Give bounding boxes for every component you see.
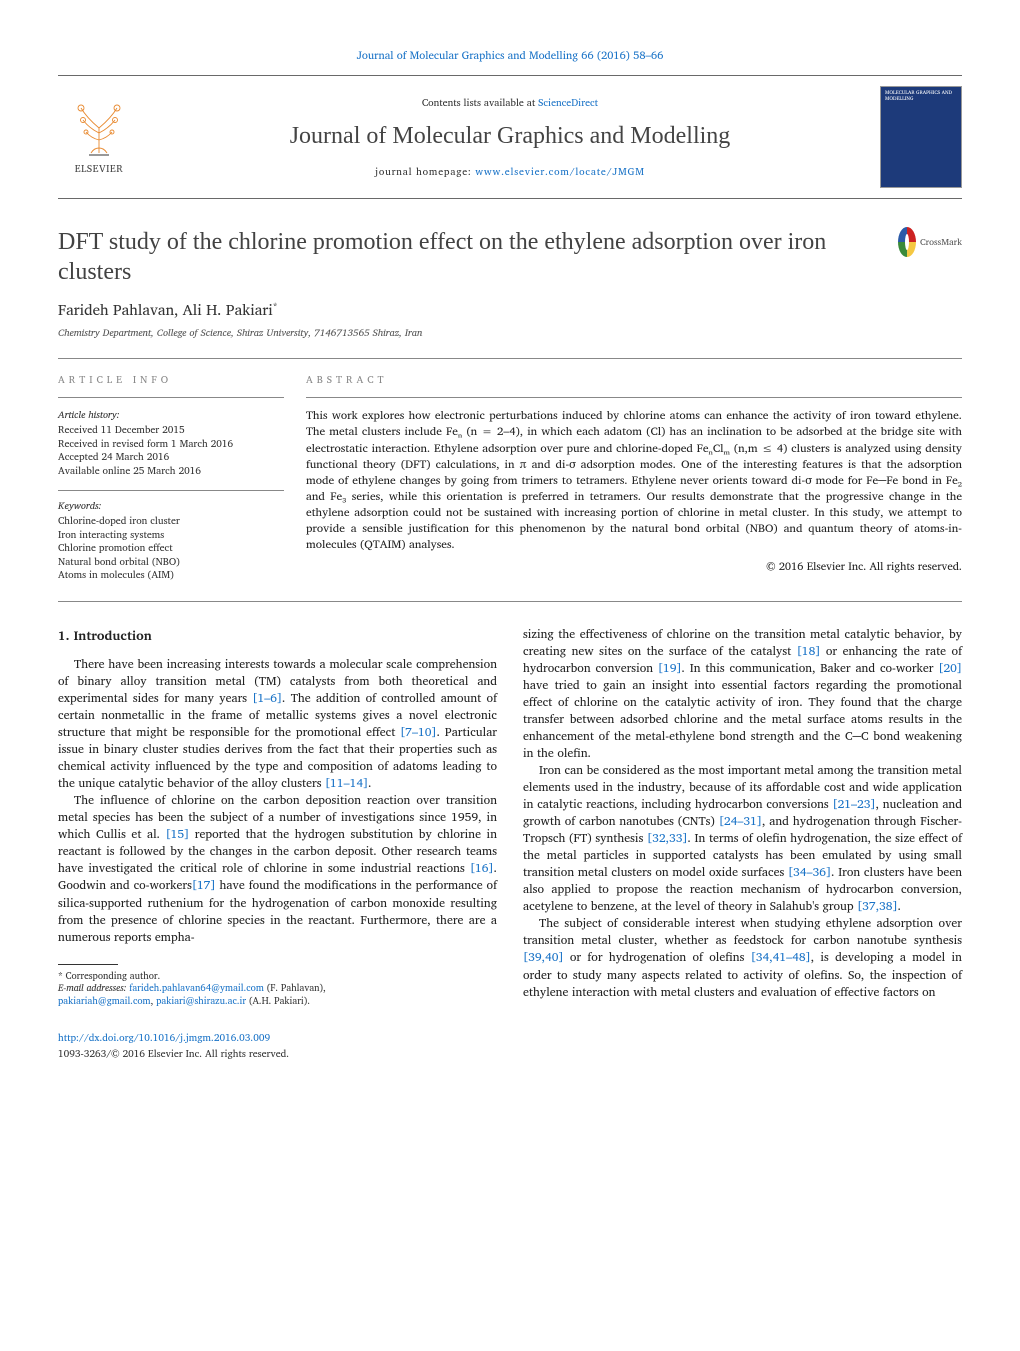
- abstract-label: ABSTRACT: [306, 373, 962, 387]
- author-names: Farideh Pahlavan, Ali H. Pakiari: [58, 297, 273, 322]
- title-row: DFT study of the chlorine promotion effe…: [58, 227, 962, 287]
- keyword: Atoms in molecules (AIM): [58, 569, 284, 583]
- history-item: Available online 25 March 2016: [58, 465, 284, 479]
- authors: Farideh Pahlavan, Ali H. Pakiari*: [58, 299, 962, 320]
- banner-center: Contents lists available at ScienceDirec…: [140, 96, 880, 180]
- abstract-rule: [306, 397, 962, 398]
- rule-bottom: [58, 601, 962, 602]
- crossmark-label: CrossMark: [920, 236, 962, 249]
- right-column: sizing the effectiveness of chlorine on …: [523, 626, 962, 1061]
- email-line-2: pakiariah@gmail.com, pakiari@shirazu.ac.…: [58, 996, 497, 1009]
- journal-banner: ELSEVIER Contents lists available at Sci…: [58, 75, 962, 199]
- section-heading: 1. Introduction: [58, 626, 497, 644]
- paragraph: sizing the effectiveness of chlorine on …: [523, 626, 962, 762]
- homepage-line: journal homepage: www.elsevier.com/locat…: [152, 165, 868, 179]
- email-link[interactable]: pakiari@shirazu.ac.ir: [156, 994, 246, 1009]
- homepage-link[interactable]: www.elsevier.com/locate/JMGM: [475, 164, 645, 180]
- rule-top: [58, 358, 962, 359]
- text: have tried to gain an insight into essen…: [523, 676, 962, 763]
- journal-cover-thumb: MOLECULAR GRAPHICS AND MODELLING: [880, 86, 962, 188]
- cover-title: MOLECULAR GRAPHICS AND MODELLING: [881, 87, 961, 106]
- paragraph: The influence of chlorine on the carbon …: [58, 792, 497, 945]
- info-rule-2: [58, 490, 284, 491]
- info-rule: [58, 397, 284, 398]
- abstract-block: ABSTRACT This work explores how electron…: [306, 373, 962, 583]
- footer-block: http://dx.doi.org/10.1016/j.jmgm.2016.03…: [58, 1031, 497, 1061]
- abstract-copyright: © 2016 Elsevier Inc. All rights reserved…: [306, 559, 962, 574]
- history-label: Article history:: [58, 408, 284, 422]
- left-column: 1. Introduction There have been increasi…: [58, 626, 497, 1061]
- crossmark-icon: [898, 227, 916, 257]
- paragraph: Iron can be considered as the most impor…: [523, 762, 962, 915]
- journal-name: Journal of Molecular Graphics and Modell…: [152, 120, 868, 154]
- affiliation: Chemistry Department, College of Science…: [58, 326, 962, 340]
- corr-marker: *: [273, 298, 278, 313]
- email-link[interactable]: pakiariah@gmail.com: [58, 994, 151, 1009]
- article-info-label: ARTICLE INFO: [58, 373, 284, 387]
- footnote-rule: [58, 964, 118, 965]
- body-columns: 1. Introduction There have been increasi…: [58, 626, 962, 1061]
- running-head-link[interactable]: Journal of Molecular Graphics and Modell…: [357, 46, 664, 64]
- meta-row: ARTICLE INFO Article history: Received 1…: [58, 373, 962, 583]
- footer-copyright: 1093-3263/© 2016 Elsevier Inc. All right…: [58, 1047, 497, 1061]
- sciencedirect-link[interactable]: ScienceDirect: [538, 95, 598, 111]
- paragraph: There have been increasing interests tow…: [58, 656, 497, 792]
- crossmark-badge[interactable]: CrossMark: [898, 227, 962, 257]
- homepage-pre: journal homepage:: [375, 164, 475, 180]
- contents-line: Contents lists available at ScienceDirec…: [152, 96, 868, 110]
- elsevier-tree-icon: [69, 98, 129, 158]
- paragraph: The subject of considerable interest whe…: [523, 915, 962, 1000]
- elsevier-label: ELSEVIER: [75, 162, 123, 176]
- text: The subject of considerable interest whe…: [523, 914, 962, 950]
- article-info-block: ARTICLE INFO Article history: Received 1…: [58, 373, 284, 583]
- publisher-logo-block: ELSEVIER: [58, 98, 140, 176]
- contents-pre: Contents lists available at: [422, 95, 538, 111]
- keywords-label: Keywords:: [58, 499, 284, 513]
- abstract-text: This work explores how electronic pertur…: [306, 408, 962, 553]
- article-title: DFT study of the chlorine promotion effe…: [58, 227, 898, 287]
- doi-link[interactable]: http://dx.doi.org/10.1016/j.jmgm.2016.03…: [58, 1031, 497, 1045]
- running-head: Journal of Molecular Graphics and Modell…: [58, 48, 962, 63]
- text: (A.H. Pakiari).: [246, 994, 310, 1009]
